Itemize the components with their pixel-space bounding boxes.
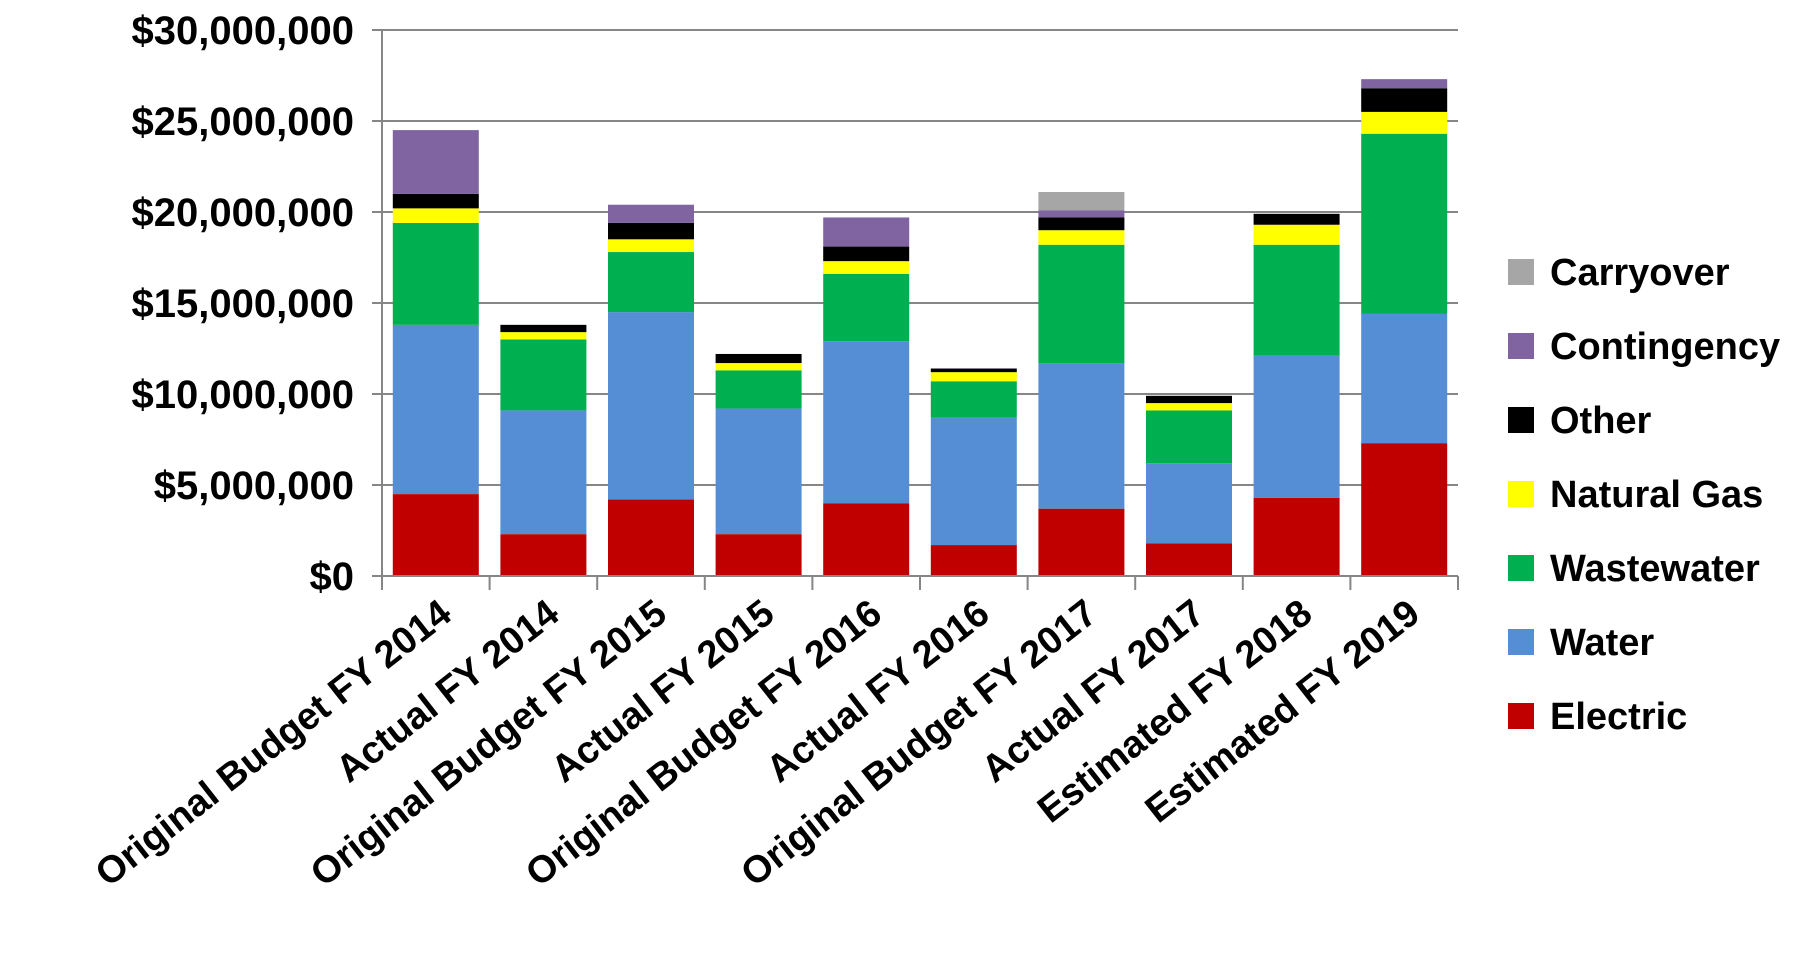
y-tick-label: $10,000,000 — [132, 373, 354, 417]
bar-segment-other — [500, 324, 587, 333]
bar-segment-other — [608, 222, 694, 240]
bar-segment-contingency — [1361, 79, 1448, 89]
bar-segment-electric — [823, 503, 910, 576]
legend-label-natural-gas: Natural Gas — [1550, 474, 1763, 516]
axes — [372, 29, 1459, 590]
bar-segment-electric — [1253, 497, 1340, 576]
bar-segment-wastewater — [823, 273, 910, 342]
y-tick-label: $25,000,000 — [132, 100, 354, 144]
bar-segment-water — [715, 408, 802, 535]
bar-segment-other — [1253, 213, 1340, 225]
bar-segment-natural-gas — [608, 239, 694, 253]
y-tick-label: $5,000,000 — [154, 464, 354, 508]
y-tick-label: $15,000,000 — [132, 282, 354, 326]
bar-segment-electric — [1146, 543, 1232, 576]
legend-swatch-other — [1508, 407, 1534, 433]
bar-segment-wastewater — [392, 222, 479, 325]
bar-segment-water — [392, 324, 479, 495]
bar-segment-natural-gas — [1038, 230, 1125, 245]
bar-segment-electric — [715, 534, 802, 576]
bar-segment-natural-gas — [1361, 111, 1448, 134]
bars — [392, 79, 1448, 576]
bar-segment-other — [1146, 395, 1232, 404]
legend-label-carryover: Carryover — [1550, 252, 1730, 294]
bar-segment-natural-gas — [823, 261, 910, 274]
bar-segment-electric — [930, 545, 1017, 576]
bar-segment-wastewater — [1146, 410, 1232, 464]
legend-label-wastewater: Wastewater — [1550, 548, 1760, 590]
bar-segment-other — [715, 353, 802, 364]
bar-segment-water — [1146, 463, 1232, 544]
bar-segment-electric — [1038, 508, 1125, 576]
legend: Carryover Contingency Other Natural Gas Wast… — [1508, 252, 1780, 738]
bar-segment-electric — [1361, 443, 1448, 576]
legend-label-electric: Electric — [1550, 696, 1687, 738]
y-tick-labels: $0 $5,000,000 $10,000,000 $15,000,000 $20,00… — [132, 9, 354, 599]
bar-segment-contingency — [823, 217, 910, 247]
legend-swatch-wastewater — [1508, 555, 1534, 581]
bar-segment-wastewater — [1361, 133, 1448, 314]
bar-segment-natural-gas — [1253, 224, 1340, 245]
bar-segment-electric — [608, 499, 694, 576]
bar-segment-other — [1361, 88, 1448, 112]
bar-segment-water — [823, 341, 910, 504]
y-tick-label: $20,000,000 — [132, 191, 354, 235]
bar-segment-water — [1253, 355, 1340, 498]
bar-segment-electric — [500, 534, 587, 576]
bar-segment-water — [500, 410, 587, 535]
bar-segment-natural-gas — [930, 372, 1017, 382]
legend-swatch-water — [1508, 629, 1534, 655]
y-tick-label: $30,000,000 — [132, 9, 354, 53]
bar-segment-contingency — [608, 204, 694, 223]
y-tick-label: $0 — [310, 555, 355, 599]
bar-segment-other — [823, 246, 910, 262]
bar-segment-natural-gas — [392, 208, 479, 223]
legend-label-water: Water — [1550, 622, 1654, 664]
bar-segment-water — [1038, 363, 1125, 509]
bar-segment-natural-gas — [500, 332, 587, 340]
bar-segment-contingency — [1038, 210, 1125, 218]
bar-segment-carryover — [1038, 191, 1125, 211]
bar-segment-natural-gas — [715, 363, 802, 371]
legend-label-other: Other — [1550, 400, 1652, 442]
legend-swatch-contingency — [1508, 333, 1534, 359]
bar-segment-other — [1038, 217, 1125, 231]
legend-swatch-natural-gas — [1508, 481, 1534, 507]
bar-segment-electric — [392, 494, 479, 576]
bar-segment-wastewater — [1038, 244, 1125, 364]
bar-segment-water — [1361, 313, 1448, 444]
legend-label-contingency: Contingency — [1550, 326, 1780, 368]
bar-segment-other — [392, 193, 479, 209]
bar-segment-contingency — [392, 130, 479, 194]
bar-segment-natural-gas — [1146, 403, 1232, 411]
bar-segment-wastewater — [930, 381, 1017, 418]
legend-swatch-carryover — [1508, 259, 1534, 285]
bar-segment-other — [930, 368, 1017, 373]
bar-segment-wastewater — [608, 252, 694, 313]
bar-segment-water — [608, 312, 694, 500]
bar-segment-wastewater — [715, 370, 802, 409]
legend-swatch-electric — [1508, 703, 1534, 729]
bar-segment-wastewater — [500, 339, 587, 411]
bar-segment-water — [930, 417, 1017, 546]
bar-segment-wastewater — [1253, 244, 1340, 356]
